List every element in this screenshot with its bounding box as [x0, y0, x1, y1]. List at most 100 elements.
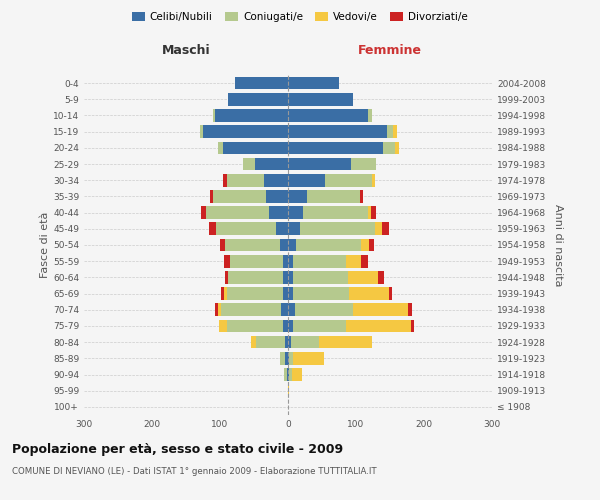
Bar — [256, 336, 284, 348]
Bar — [223, 174, 227, 186]
Bar — [200, 126, 203, 138]
Bar — [303, 206, 368, 219]
Bar — [293, 320, 346, 332]
Bar — [230, 255, 283, 268]
Bar — [227, 288, 283, 300]
Bar — [206, 206, 269, 219]
Bar — [280, 352, 285, 364]
Bar — [216, 222, 276, 235]
Bar — [375, 222, 382, 235]
Bar — [251, 336, 256, 348]
Bar — [361, 255, 368, 268]
Bar — [218, 304, 221, 316]
Bar — [223, 142, 288, 154]
Y-axis label: Fasce di età: Fasce di età — [40, 212, 50, 278]
Bar — [288, 126, 386, 138]
Bar — [243, 158, 256, 170]
Bar — [288, 142, 383, 154]
Bar — [289, 368, 292, 381]
Bar — [288, 384, 289, 397]
Bar — [293, 352, 324, 364]
Bar — [288, 174, 325, 186]
Bar — [289, 352, 293, 364]
Bar — [379, 271, 384, 283]
Text: Popolazione per età, sesso e stato civile - 2009: Popolazione per età, sesso e stato civil… — [12, 442, 343, 456]
Bar — [218, 320, 227, 332]
Bar — [256, 158, 288, 170]
Bar — [226, 238, 280, 252]
Bar — [281, 304, 288, 316]
Bar — [346, 320, 411, 332]
Bar — [325, 174, 371, 186]
Bar — [283, 255, 288, 268]
Bar — [293, 288, 349, 300]
Bar — [389, 288, 392, 300]
Bar — [288, 206, 303, 219]
Bar — [210, 190, 213, 202]
Bar — [284, 336, 288, 348]
Bar — [368, 109, 371, 122]
Bar — [371, 174, 375, 186]
Bar — [266, 190, 288, 202]
Bar — [288, 288, 293, 300]
Bar — [369, 238, 374, 252]
Bar — [295, 304, 353, 316]
Bar — [288, 93, 353, 106]
Bar — [288, 304, 295, 316]
Y-axis label: Anni di nascita: Anni di nascita — [553, 204, 563, 286]
Bar — [224, 288, 227, 300]
Text: COMUNE DI NEVIANO (LE) - Dati ISTAT 1° gennaio 2009 - Elaborazione TUTTITALIA.IT: COMUNE DI NEVIANO (LE) - Dati ISTAT 1° g… — [12, 468, 377, 476]
Bar — [221, 304, 281, 316]
Bar — [213, 190, 266, 202]
Bar — [307, 190, 360, 202]
Bar — [235, 77, 288, 90]
Bar — [348, 271, 379, 283]
Bar — [293, 255, 346, 268]
Bar — [288, 77, 339, 90]
Bar — [292, 336, 319, 348]
Bar — [411, 320, 415, 332]
Bar — [283, 288, 288, 300]
Bar — [283, 271, 288, 283]
Bar — [386, 126, 394, 138]
Bar — [371, 206, 376, 219]
Bar — [293, 271, 348, 283]
Text: Maschi: Maschi — [161, 44, 211, 58]
Bar — [409, 304, 412, 316]
Bar — [395, 142, 399, 154]
Bar — [227, 174, 264, 186]
Bar — [228, 271, 283, 283]
Bar — [288, 222, 300, 235]
Bar — [394, 126, 397, 138]
Bar — [213, 109, 215, 122]
Bar — [225, 271, 228, 283]
Bar — [276, 222, 288, 235]
Bar — [201, 206, 206, 219]
Bar — [382, 222, 389, 235]
Legend: Celibi/Nubili, Coniugati/e, Vedovi/e, Divorziati/e: Celibi/Nubili, Coniugati/e, Vedovi/e, Di… — [128, 8, 472, 26]
Bar — [209, 222, 216, 235]
Bar — [288, 190, 307, 202]
Bar — [224, 255, 230, 268]
Bar — [288, 368, 289, 381]
Bar — [288, 320, 293, 332]
Bar — [264, 174, 288, 186]
Bar — [269, 206, 288, 219]
Bar — [227, 320, 283, 332]
Bar — [288, 271, 293, 283]
Bar — [288, 238, 296, 252]
Bar — [284, 368, 287, 381]
Bar — [288, 255, 293, 268]
Bar — [280, 238, 288, 252]
Bar — [349, 288, 389, 300]
Bar — [368, 206, 371, 219]
Bar — [383, 142, 395, 154]
Text: Femmine: Femmine — [358, 44, 422, 58]
Bar — [292, 368, 302, 381]
Bar — [215, 304, 218, 316]
Bar — [220, 238, 226, 252]
Bar — [228, 93, 288, 106]
Bar — [288, 336, 292, 348]
Bar — [215, 109, 288, 122]
Bar — [288, 158, 350, 170]
